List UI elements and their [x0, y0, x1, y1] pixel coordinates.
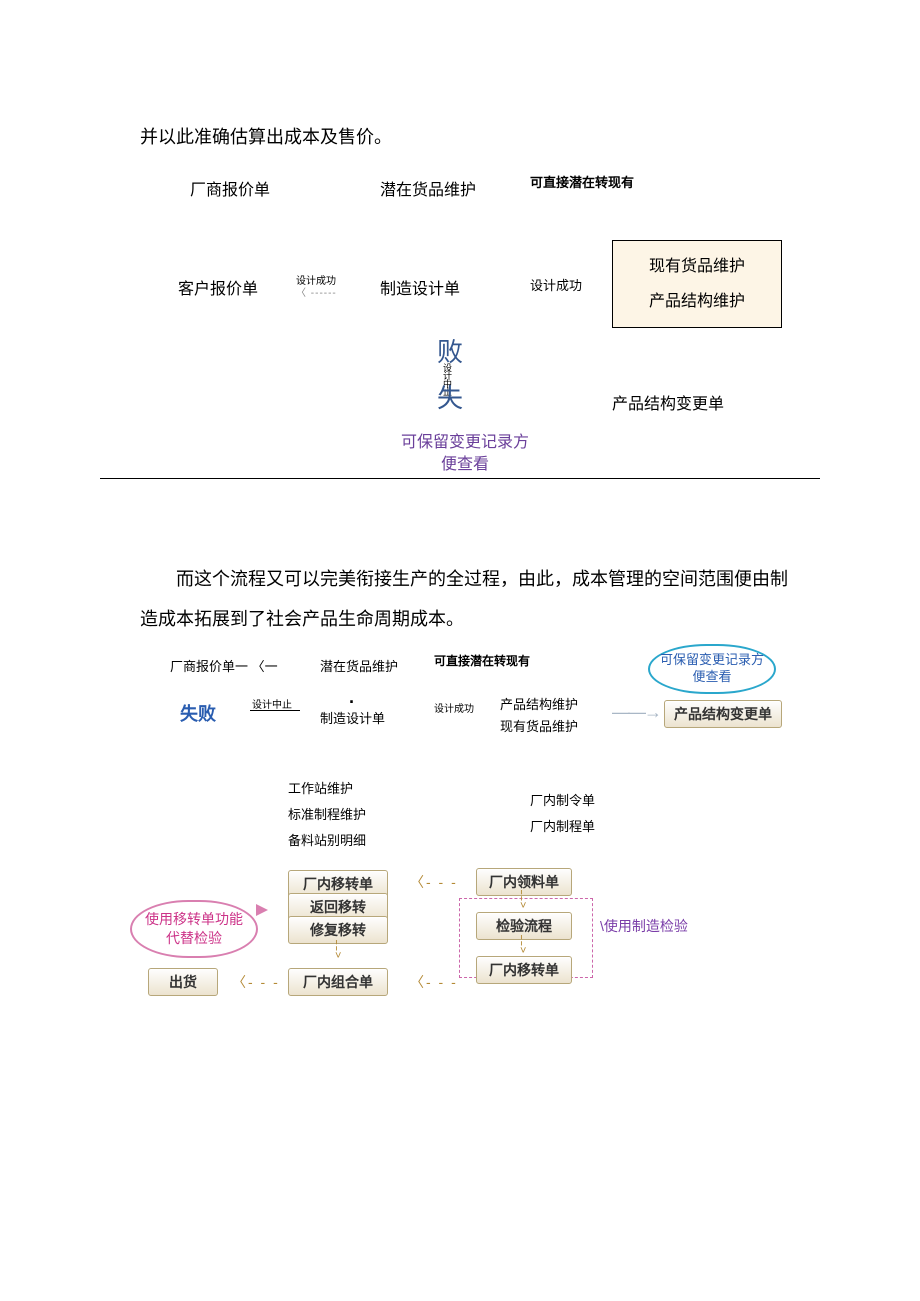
d2-prep-detail: 备料站别明细	[288, 830, 366, 849]
d1-customer-quote: 客户报价单	[178, 275, 258, 299]
d2-existing-maint: 现有货品维护	[500, 716, 578, 735]
intro-paragraph-1: 并以此准确估算出成本及售价。	[140, 118, 392, 158]
d2-in-order: 厂内制令单	[530, 790, 595, 809]
d1-fail-char-2: 失	[437, 378, 463, 415]
d2-std-proc: 标准制程维护	[288, 804, 366, 823]
d1-box-existing-struct: 现有货品维护 产品结构维护	[612, 240, 782, 328]
d1-struct-change: 产品结构变更单	[612, 390, 724, 414]
d1-struct-maint: 产品结构维护	[631, 284, 763, 319]
d2-vdash-3: ¦˅	[335, 940, 341, 962]
d2-in-combine-btn: 厂内组合单	[288, 968, 388, 996]
d2-design-stop: 设计中止	[252, 696, 292, 711]
d2-fail: 失败	[180, 700, 216, 726]
d2-use-mfg-inspect: \使用制造检验	[600, 916, 688, 936]
d2-arrow-to-change: ——→	[612, 702, 660, 723]
d2-vdash-1: ¦˅	[520, 890, 526, 912]
d2-design-stop-underline	[250, 710, 300, 711]
d2-vdash-2: ¦˅	[520, 935, 526, 957]
d2-ship-btn: 出货	[148, 968, 218, 996]
d1-arrow-left-dash: 〈 ------	[296, 284, 337, 299]
d1-keep-record: 可保留变更记录方便查看	[400, 432, 530, 475]
d2-arrow-combine-to-ship: 〈- - -	[232, 972, 280, 992]
d2-vendor-quote: 厂商报价单一 〈一	[170, 656, 278, 675]
d2-arrow-pick-to-transfer: 〈- - -	[410, 872, 458, 892]
d2-in-proc: 厂内制程单	[530, 816, 595, 835]
d2-struct-change-btn: 产品结构变更单	[664, 700, 782, 728]
d2-struct-maint: 产品结构维护	[500, 694, 578, 713]
d2-bubble-pink-tail	[256, 904, 268, 916]
d2-make-design: 制造设计单	[320, 708, 385, 727]
d2-bubble-keep-record: 可保留变更记录方便查看	[648, 644, 776, 694]
d1-existing-maint: 现有货品维护	[631, 249, 763, 284]
d2-arrow-transfer2-to-combine: 〈- - -	[410, 972, 458, 992]
intro-paragraph-2: 而这个流程又可以完美衔接生产的全过程，由此，成本管理的空间范围便由制造成本拓展到…	[140, 560, 790, 639]
d2-in-transfer2-btn: 厂内移转单	[476, 956, 572, 984]
d1-vendor-quote: 厂商报价单	[190, 176, 270, 200]
d2-potential-maint: 潜在货品维护	[320, 656, 398, 675]
d2-bubble-pink: 使用移转单功能代替检验	[130, 900, 258, 958]
d1-direct-convert: 可直接潜在转现有	[530, 172, 634, 191]
d2-direct-convert: 可直接潜在转现有	[434, 652, 530, 669]
d1-potential-maint: 潜在货品维护	[380, 176, 476, 200]
d1-separator	[100, 478, 820, 479]
d1-design-ok-right: 设计成功	[530, 275, 582, 294]
d2-design-ok: 设计成功	[434, 700, 474, 715]
d1-make-design: 制造设计单	[380, 275, 460, 299]
d2-workstation: 工作站维护	[288, 778, 353, 797]
